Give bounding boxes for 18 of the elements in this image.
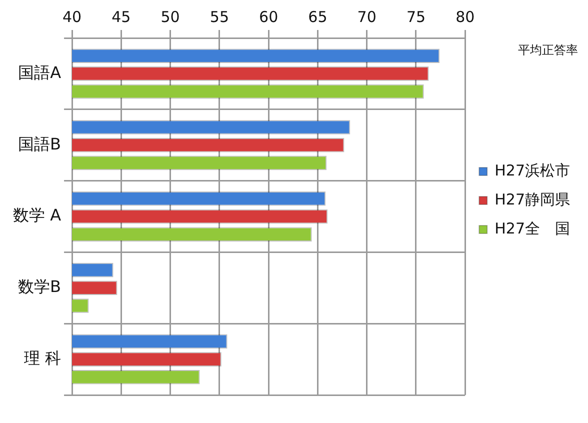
legend-label: H27浜松市 xyxy=(494,161,570,180)
legend-label: H27全 国 xyxy=(494,219,570,238)
x-tick-label: 55 xyxy=(210,8,229,26)
x-tick-label: 75 xyxy=(406,8,426,26)
x-tick-label: 40 xyxy=(62,8,82,26)
x-tick-label: 70 xyxy=(357,8,376,26)
x-tick-label: 50 xyxy=(160,8,180,26)
x-tick-label: 80 xyxy=(456,8,475,26)
y-tick-label: 国語A xyxy=(18,62,62,82)
x-tick-label: 65 xyxy=(308,8,328,26)
x-tick-label: 60 xyxy=(259,8,278,26)
y-tick-label: 数学 A xyxy=(13,206,62,225)
y-tick-label: 国語B xyxy=(18,134,62,154)
y-tick-label: 理 科 xyxy=(24,348,62,368)
y-tick-label: 数学B xyxy=(18,277,62,296)
x-tick-label: 45 xyxy=(112,8,131,26)
legend-label: H27静岡県 xyxy=(494,190,570,208)
text: 平均正答率 xyxy=(518,42,578,59)
